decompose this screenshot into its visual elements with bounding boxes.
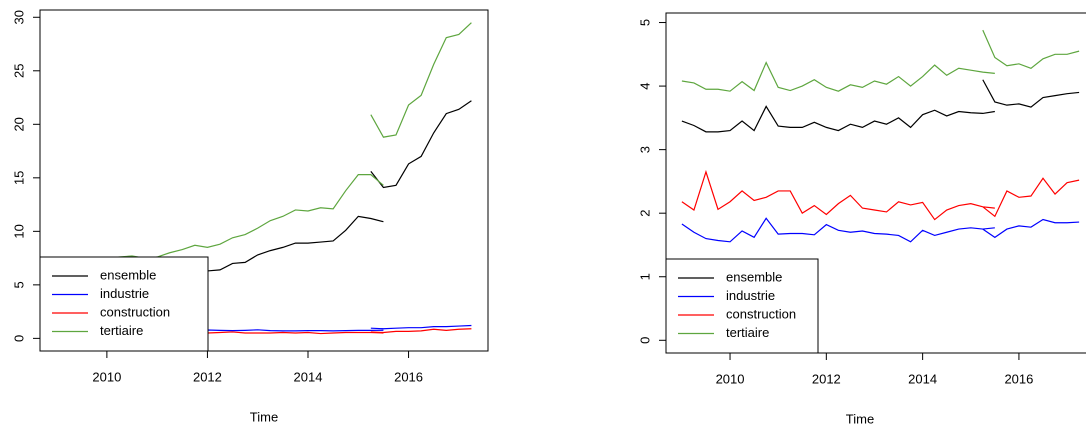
series-line xyxy=(56,100,472,277)
series-line xyxy=(681,217,1080,243)
y-tick-label: 15 xyxy=(11,171,26,185)
y-tick-label: 5 xyxy=(11,281,26,288)
series-line xyxy=(681,29,1080,92)
series-line xyxy=(681,169,1080,221)
legend-label: industrie xyxy=(726,288,775,303)
panel: 0 1 2 3 4 5 2010 2012 2014 2016 Time ensemble indust… xyxy=(637,12,1086,426)
y-tick-label: 25 xyxy=(11,64,26,78)
x-axis-label: Time xyxy=(846,411,874,426)
x-tick-label: 2014 xyxy=(294,369,323,384)
series-line xyxy=(56,22,472,265)
legend-label: construction xyxy=(100,304,170,319)
legend-label: ensemble xyxy=(100,267,156,282)
y-tick-label: 10 xyxy=(11,224,26,238)
panel: 0 5 10 15 20 25 30 2010 2012 2014 2016 Time ensemble… xyxy=(11,9,489,424)
legend-box xyxy=(665,258,819,354)
x-tick-label: 2016 xyxy=(1004,371,1033,386)
y-tick-label: 0 xyxy=(11,335,26,342)
x-tick-label: 2010 xyxy=(716,371,745,386)
y-tick-label: 1 xyxy=(637,273,652,280)
legend-label: ensemble xyxy=(726,269,782,284)
plot-area xyxy=(681,29,1080,243)
x-tick-label: 2016 xyxy=(394,369,423,384)
x-tick-label: 2012 xyxy=(193,369,222,384)
y-tick-label: 5 xyxy=(637,19,652,26)
y-tick-label: 20 xyxy=(11,117,26,131)
legend-label: construction xyxy=(726,306,796,321)
x-axis-label: Time xyxy=(250,409,278,424)
x-tick-label: 2012 xyxy=(812,371,841,386)
x-tick-label: 2014 xyxy=(908,371,937,386)
y-tick-label: 4 xyxy=(637,82,652,89)
series-line xyxy=(681,79,1080,133)
y-tick-label: 30 xyxy=(11,10,26,24)
legend-label: tertiaire xyxy=(726,325,769,340)
y-tick-label: 3 xyxy=(637,146,652,153)
legend-label: industrie xyxy=(100,286,149,301)
x-tick-label: 2010 xyxy=(92,369,121,384)
legend-box xyxy=(39,256,209,352)
legend: ensemble industrie construction tertiaire xyxy=(39,256,209,352)
y-tick-label: 0 xyxy=(637,337,652,344)
legend: ensemble industrie construction tertiaire xyxy=(665,258,819,354)
y-tick-label: 2 xyxy=(637,210,652,217)
legend-label: tertiaire xyxy=(100,323,143,338)
